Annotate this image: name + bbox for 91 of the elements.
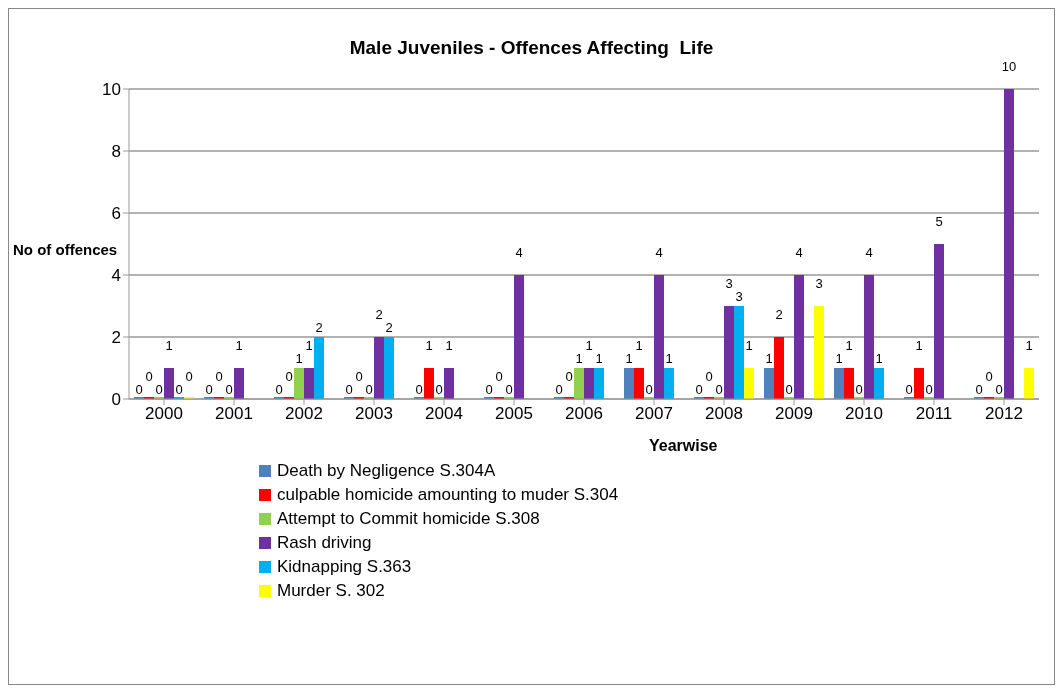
data-label: 0 bbox=[155, 382, 163, 397]
data-label: 1 bbox=[445, 338, 453, 353]
data-label: 1 bbox=[295, 351, 303, 366]
data-label: 1 bbox=[585, 338, 593, 353]
data-label: 1 bbox=[635, 338, 643, 353]
data-label: 5 bbox=[935, 214, 943, 229]
data-label: 1 bbox=[235, 338, 243, 353]
x-tick-label: 2010 bbox=[845, 404, 883, 424]
data-label: 2 bbox=[775, 307, 783, 322]
legend-label: Attempt to Commit homicide S.308 bbox=[277, 508, 540, 530]
data-label: 0 bbox=[145, 369, 153, 384]
legend-label: Rash driving bbox=[277, 532, 372, 554]
x-tick-label: 2006 bbox=[565, 404, 603, 424]
data-label: 2 bbox=[315, 320, 323, 335]
data-label: 10 bbox=[1001, 59, 1017, 74]
data-label: 3 bbox=[735, 289, 743, 304]
legend-label: culpable homicide amounting to muder S.304 bbox=[277, 484, 619, 506]
data-label: 0 bbox=[905, 382, 913, 397]
data-label: 1 bbox=[305, 338, 313, 353]
y-tick-label: 2 bbox=[111, 328, 121, 348]
data-label: 0 bbox=[275, 382, 283, 397]
data-label: 0 bbox=[695, 382, 703, 397]
x-tick-label: 2008 bbox=[705, 404, 743, 424]
data-label: 0 bbox=[185, 369, 193, 384]
x-tick-label: 2005 bbox=[495, 404, 533, 424]
data-label: 0 bbox=[505, 382, 513, 397]
legend-label: Death by Negligence S.304A bbox=[277, 460, 496, 482]
data-label: 1 bbox=[845, 338, 853, 353]
x-tick-label: 2012 bbox=[985, 404, 1023, 424]
data-label: 1 bbox=[915, 338, 923, 353]
data-label: 3 bbox=[725, 276, 733, 291]
data-label: 3 bbox=[815, 276, 823, 291]
data-label: 0 bbox=[555, 382, 563, 397]
data-label: 0 bbox=[715, 382, 723, 397]
data-label: 0 bbox=[985, 369, 993, 384]
data-label: 1 bbox=[745, 338, 753, 353]
data-label: 0 bbox=[485, 382, 493, 397]
data-label: 0 bbox=[175, 382, 183, 397]
data-label: 1 bbox=[875, 351, 883, 366]
data-label: 0 bbox=[285, 369, 293, 384]
data-label: 0 bbox=[365, 382, 373, 397]
data-label: 1 bbox=[425, 338, 433, 353]
data-label: 1 bbox=[595, 351, 603, 366]
data-label: 0 bbox=[495, 369, 503, 384]
data-label: 0 bbox=[565, 369, 573, 384]
data-label: 0 bbox=[995, 382, 1003, 397]
data-label: 0 bbox=[205, 382, 213, 397]
data-label: 0 bbox=[345, 382, 353, 397]
x-tick-label: 2000 bbox=[145, 404, 183, 424]
data-label: 4 bbox=[515, 245, 523, 260]
data-label: 4 bbox=[865, 245, 873, 260]
y-tick-label: 8 bbox=[111, 142, 121, 162]
y-tick-label: 6 bbox=[111, 204, 121, 224]
x-tick-label: 2009 bbox=[775, 404, 813, 424]
legend-label: Kidnapping S.363 bbox=[277, 556, 412, 578]
data-label: 0 bbox=[225, 382, 233, 397]
data-label: 0 bbox=[705, 369, 713, 384]
y-tick-label: 4 bbox=[111, 266, 121, 286]
data-label: 4 bbox=[795, 245, 803, 260]
data-label: 1 bbox=[1025, 338, 1033, 353]
data-label: 1 bbox=[575, 351, 583, 366]
data-label: 0 bbox=[925, 382, 933, 397]
data-label: 0 bbox=[975, 382, 983, 397]
data-label: 1 bbox=[625, 351, 633, 366]
y-axis-title: No of offences bbox=[13, 241, 118, 258]
data-label: 1 bbox=[665, 351, 673, 366]
x-axis-title: Yearwise bbox=[649, 437, 718, 455]
x-tick-label: 2004 bbox=[425, 404, 463, 424]
legend-label: Murder S. 302 bbox=[277, 580, 385, 602]
data-label: 0 bbox=[855, 382, 863, 397]
chart-title: Male Juveniles - Offences Affecting Life bbox=[348, 37, 715, 59]
y-tick-label: 10 bbox=[102, 80, 121, 100]
x-tick-label: 2003 bbox=[355, 404, 393, 424]
x-tick-label: 2011 bbox=[915, 404, 953, 424]
data-label: 0 bbox=[785, 382, 793, 397]
data-label: 2 bbox=[375, 307, 383, 322]
x-tick-label: 2002 bbox=[285, 404, 323, 424]
data-label: 0 bbox=[435, 382, 443, 397]
data-label: 0 bbox=[135, 382, 143, 397]
data-label: 1 bbox=[765, 351, 773, 366]
data-label: 0 bbox=[215, 369, 223, 384]
data-label: 1 bbox=[165, 338, 173, 353]
data-label: 0 bbox=[645, 382, 653, 397]
y-tick-label: 0 bbox=[111, 390, 121, 410]
data-label: 0 bbox=[415, 382, 423, 397]
data-label: 1 bbox=[835, 351, 843, 366]
data-label: 2 bbox=[385, 320, 393, 335]
x-tick-label: 2007 bbox=[635, 404, 673, 424]
data-label: 0 bbox=[355, 369, 363, 384]
x-tick-label: 2001 bbox=[215, 404, 253, 424]
data-label: 4 bbox=[655, 245, 663, 260]
